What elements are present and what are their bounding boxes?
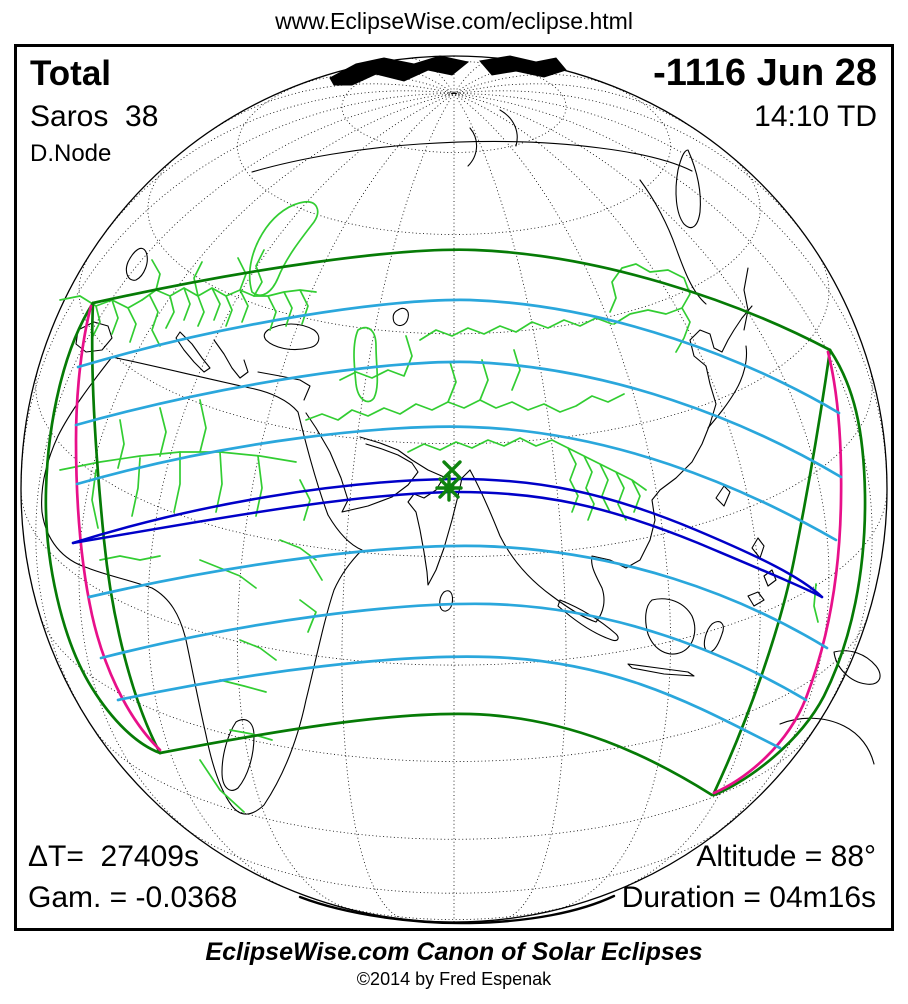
- source-url-text: www.EclipseWise.com/eclipse.html: [275, 8, 633, 34]
- footer-title: EclipseWise.com Canon of Solar Eclipses: [205, 938, 703, 966]
- node-label: D.Node: [30, 140, 112, 167]
- central-path-south-limit: [71, 490, 824, 599]
- eclipse-time-label: 14:10 TD: [754, 100, 877, 133]
- arctic-landmass: [329, 55, 567, 167]
- rise-set-limit-west: [90, 301, 162, 755]
- altitude-label: Altitude = 88°: [696, 840, 876, 873]
- coastlines: [41, 140, 881, 925]
- penumbral-limit-south: [158, 712, 714, 797]
- central-path-north-limit: [71, 477, 824, 599]
- duration-label: Duration = 04m16s: [621, 881, 876, 914]
- eclipse-type-label: Total: [30, 54, 112, 93]
- country-borders: [59, 200, 819, 813]
- delta-t-label: ΔT= 27409s: [28, 840, 199, 873]
- footer-copyright: ©2014 by Fred Espenak: [356, 969, 552, 989]
- sunrise-curve-west: [74, 304, 162, 752]
- eclipse-path-overlay: [44, 248, 867, 797]
- penumbral-limit-north: [91, 248, 832, 352]
- outer-penumbral-curve-west: [44, 301, 162, 755]
- greatest-eclipse-marker: [435, 474, 463, 502]
- eclipse-date-label: -1116 Jun 28: [653, 52, 877, 94]
- greatest-duration-marker: [442, 460, 462, 480]
- sunset-curve-east: [712, 350, 843, 795]
- gamma-label: Gam. = -0.0368: [28, 881, 238, 914]
- outer-penumbral-curve-east: [712, 348, 867, 797]
- map-frame-border: [14, 44, 894, 931]
- magnitude-contours: [74, 298, 843, 750]
- saros-label: Saros 38: [30, 100, 159, 133]
- rise-set-limit-east: [712, 348, 832, 795]
